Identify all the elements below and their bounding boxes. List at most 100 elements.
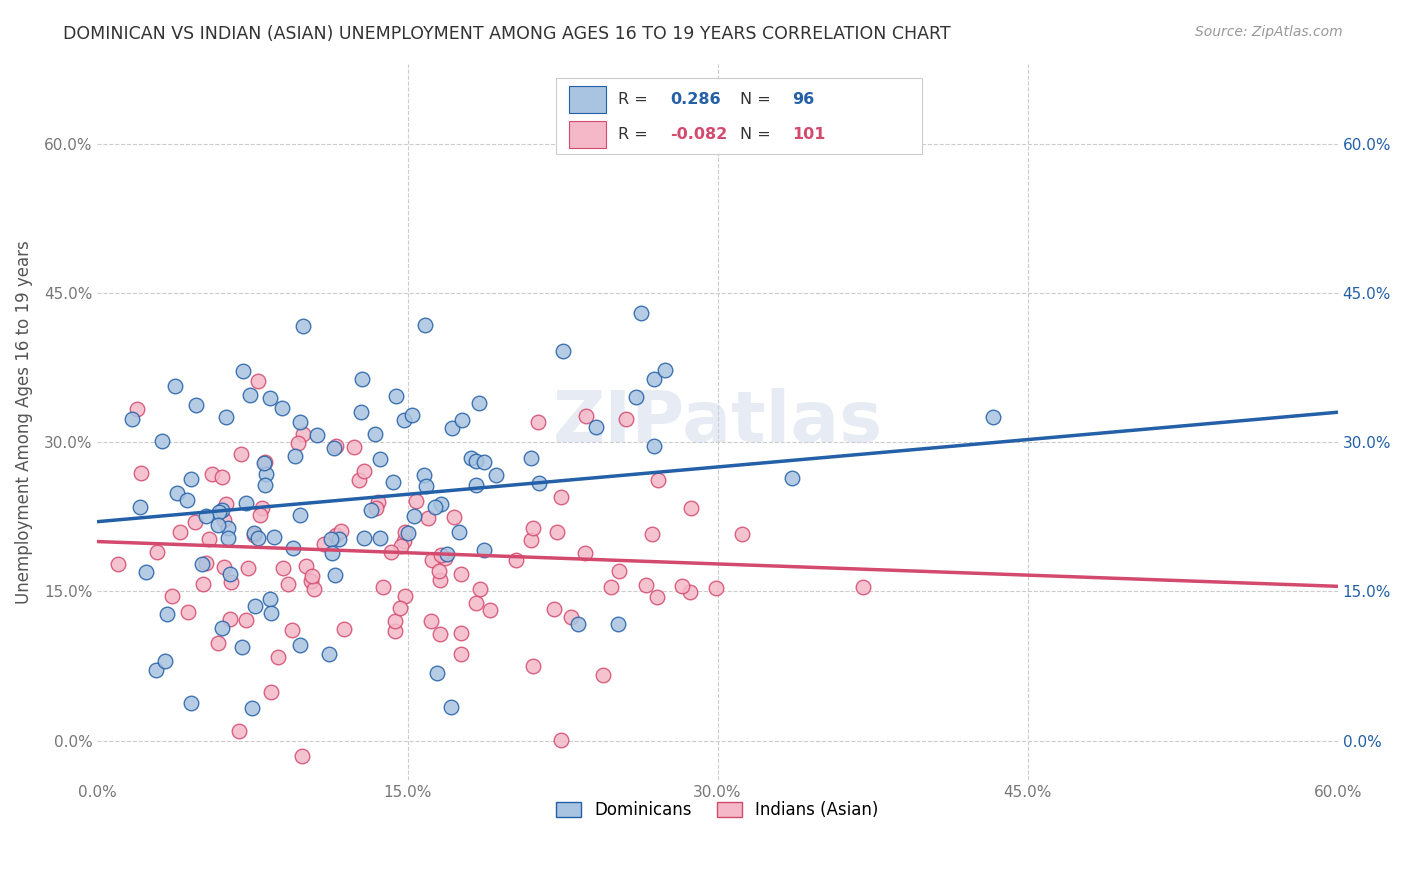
Point	[232, 364, 254, 378]
Point	[280, 624, 302, 638]
Bar	[569, 86, 606, 113]
Point	[184, 516, 207, 530]
Point	[474, 455, 496, 469]
Point	[180, 696, 202, 710]
Point	[160, 589, 183, 603]
Point	[323, 442, 346, 456]
Point	[543, 602, 565, 616]
Text: ZIPatlas: ZIPatlas	[553, 388, 883, 457]
Point	[551, 344, 574, 359]
Point	[235, 496, 257, 510]
Point	[441, 421, 464, 435]
Point	[706, 582, 728, 596]
Point	[231, 640, 253, 654]
Point	[304, 582, 326, 596]
Point	[291, 318, 314, 333]
Point	[328, 532, 350, 546]
Point	[252, 501, 274, 516]
Point	[643, 372, 665, 386]
Point	[301, 569, 323, 583]
Text: -0.082: -0.082	[671, 128, 728, 143]
Point	[420, 614, 443, 628]
Point	[343, 440, 366, 454]
Point	[211, 503, 233, 517]
Point	[201, 467, 224, 481]
Point	[259, 591, 281, 606]
Point	[600, 580, 623, 594]
Point	[384, 389, 406, 403]
Text: N =: N =	[740, 128, 776, 143]
Point	[647, 473, 669, 487]
Text: 96: 96	[792, 92, 814, 107]
Point	[643, 439, 665, 453]
Point	[207, 635, 229, 649]
Point	[468, 396, 491, 410]
Point	[195, 508, 218, 523]
Point	[630, 306, 652, 320]
Point	[413, 318, 436, 332]
Point	[254, 455, 277, 469]
Point	[470, 582, 492, 597]
Point	[128, 500, 150, 514]
Point	[283, 541, 305, 556]
Point	[368, 452, 391, 467]
Point	[129, 466, 152, 480]
Point	[450, 647, 472, 661]
Point	[465, 477, 488, 491]
Point	[191, 576, 214, 591]
Point	[447, 525, 470, 540]
Point	[239, 388, 262, 402]
Point	[260, 607, 283, 621]
Point	[350, 405, 373, 419]
Point	[290, 508, 312, 523]
Point	[347, 473, 370, 487]
Point	[243, 599, 266, 613]
Point	[121, 411, 143, 425]
Point	[567, 617, 589, 632]
Point	[353, 464, 375, 478]
Point	[321, 546, 343, 560]
Point	[430, 549, 453, 563]
Point	[333, 622, 356, 636]
Point	[267, 650, 290, 665]
Point	[207, 517, 229, 532]
Point	[235, 613, 257, 627]
Point	[731, 527, 754, 541]
Point	[429, 627, 451, 641]
Point	[450, 567, 472, 582]
Point	[382, 475, 405, 490]
Point	[146, 545, 169, 559]
Point	[271, 561, 294, 575]
Point	[420, 553, 443, 567]
Point	[291, 749, 314, 764]
Point	[301, 574, 323, 589]
Point	[574, 546, 596, 560]
Point	[259, 392, 281, 406]
Point	[236, 561, 259, 575]
Point	[260, 684, 283, 698]
Text: N =: N =	[740, 92, 776, 107]
Point	[416, 511, 439, 525]
Point	[295, 559, 318, 574]
Point	[384, 614, 406, 628]
Text: DOMINICAN VS INDIAN (ASIAN) UNEMPLOYMENT AMONG AGES 16 TO 19 YEARS CORRELATION C: DOMINICAN VS INDIAN (ASIAN) UNEMPLOYMENT…	[63, 25, 950, 43]
Point	[135, 566, 157, 580]
Point	[426, 666, 449, 681]
Point	[169, 524, 191, 539]
Point	[291, 427, 314, 442]
Point	[212, 513, 235, 527]
Point	[440, 699, 463, 714]
Point	[394, 589, 416, 603]
Point	[606, 617, 628, 632]
Point	[214, 409, 236, 424]
Y-axis label: Unemployment Among Ages 16 to 19 years: Unemployment Among Ages 16 to 19 years	[15, 240, 32, 604]
Point	[852, 580, 875, 594]
Point	[641, 527, 664, 541]
Point	[464, 454, 486, 468]
Point	[505, 553, 527, 567]
Point	[472, 542, 495, 557]
Point	[384, 624, 406, 639]
Point	[522, 521, 544, 535]
Point	[215, 497, 238, 511]
Point	[415, 479, 437, 493]
